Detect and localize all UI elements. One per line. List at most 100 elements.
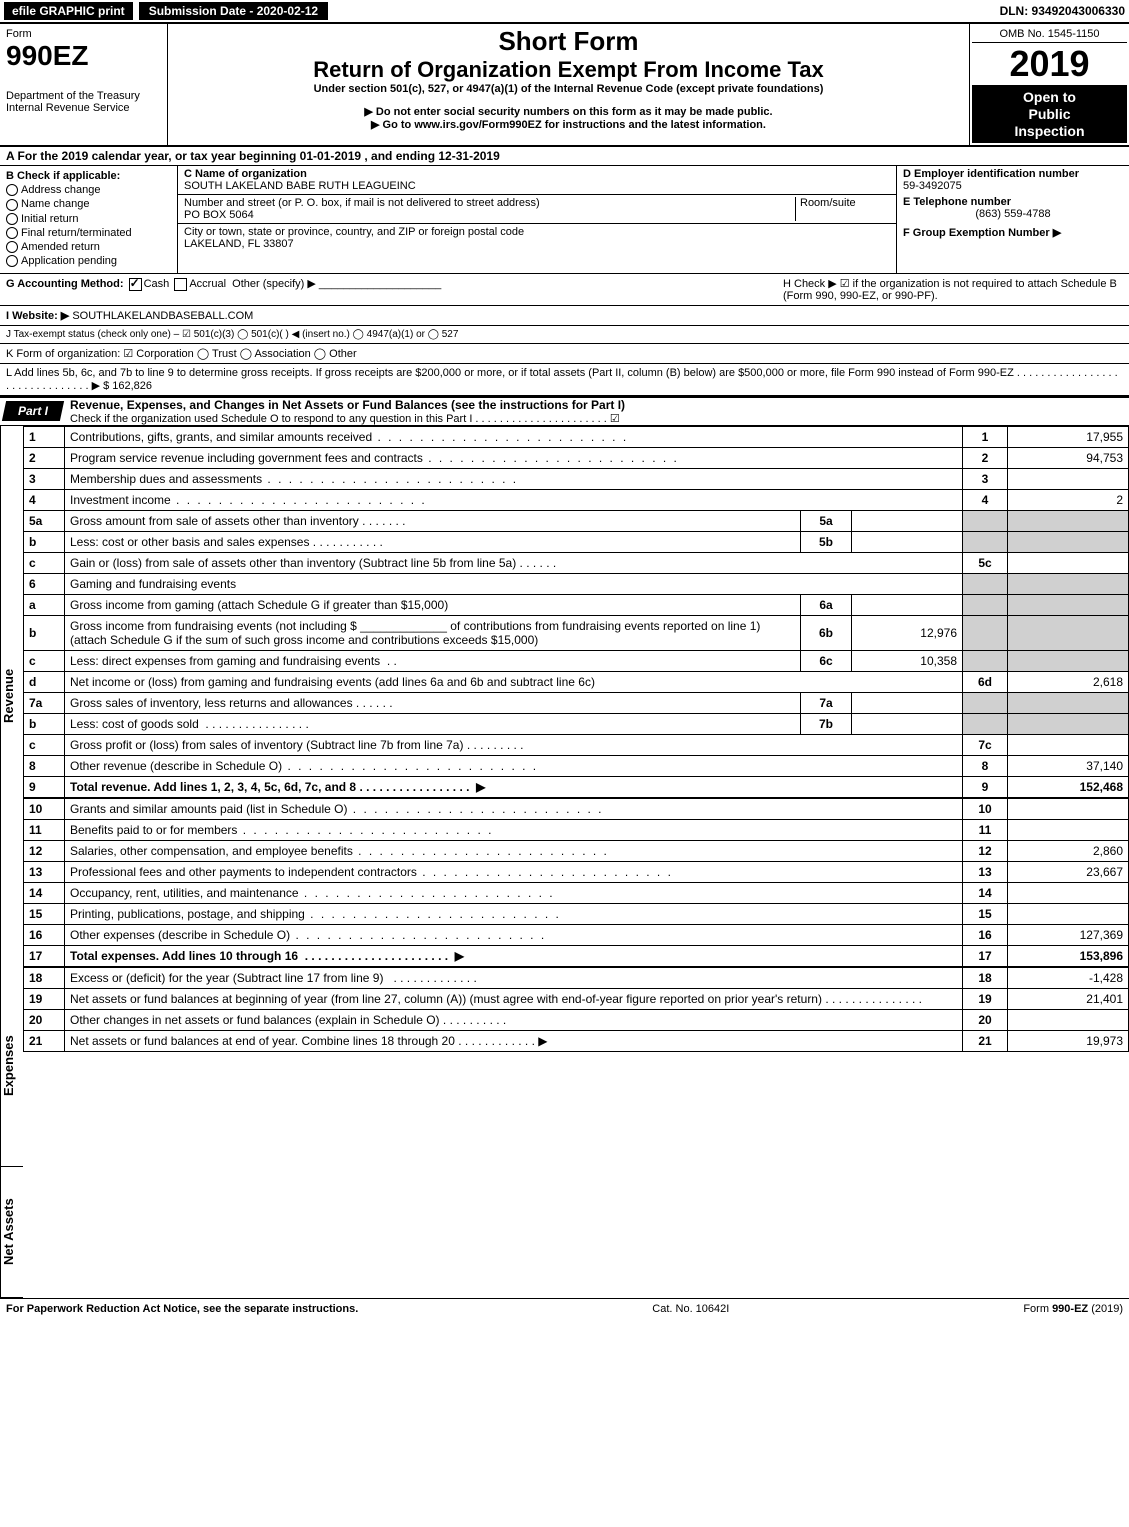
chk-amended-return[interactable]: Amended return	[6, 241, 171, 253]
ln11-amt	[1008, 819, 1129, 840]
ln6b-inner: 6b	[801, 615, 852, 650]
goto-link[interactable]: ▶ Go to www.irs.gov/Form990EZ for instru…	[174, 118, 963, 131]
dept-irs: Internal Revenue Service	[6, 102, 161, 114]
ssn-note: ▶ Do not enter social security numbers o…	[174, 105, 963, 118]
dept-treasury: Department of the Treasury	[6, 90, 161, 102]
ln7c-num: c	[24, 734, 65, 755]
ln6-num: 6	[24, 573, 65, 594]
row-l-grossreceipts: L Add lines 5b, 6c, and 7b to line 9 to …	[0, 364, 1129, 396]
ln6d-num: d	[24, 671, 65, 692]
ln6d-amt: 2,618	[1008, 671, 1129, 692]
ln12-col: 12	[963, 840, 1008, 861]
section-c-org: C Name of organization SOUTH LAKELAND BA…	[178, 166, 896, 273]
ln10-num: 10	[24, 798, 65, 820]
ln6c-num: c	[24, 650, 65, 671]
ln7c-desc: Gross profit or (loss) from sales of inv…	[65, 734, 963, 755]
ln20-col: 20	[963, 1009, 1008, 1030]
open-line3: Inspection	[974, 123, 1125, 140]
ln5c-desc: Gain or (loss) from sale of assets other…	[65, 552, 963, 573]
ln7b-inner: 7b	[801, 713, 852, 734]
ln4-desc: Investment income	[65, 489, 963, 510]
ln1-amt: 17,955	[1008, 426, 1129, 447]
ln5c-col: 5c	[963, 552, 1008, 573]
ln5b-num: b	[24, 531, 65, 552]
ln21-amt: 19,973	[1008, 1030, 1129, 1051]
ln19-amt: 21,401	[1008, 988, 1129, 1009]
ln7b-num: b	[24, 713, 65, 734]
ln5b-inneramt	[852, 531, 963, 552]
row-g-h: G Accounting Method: Cash Accrual Other …	[0, 274, 1129, 306]
chk-accrual[interactable]	[174, 278, 187, 291]
ln1-num: 1	[24, 426, 65, 447]
ln4-amt: 2	[1008, 489, 1129, 510]
ln10-amt	[1008, 798, 1129, 820]
ln7a-inneramt	[852, 692, 963, 713]
ln7a-inner: 7a	[801, 692, 852, 713]
header-left: Form 990EZ Department of the Treasury In…	[0, 24, 168, 145]
ln11-num: 11	[24, 819, 65, 840]
ln12-amt: 2,860	[1008, 840, 1129, 861]
ln10-desc: Grants and similar amounts paid (list in…	[65, 798, 963, 820]
ln15-num: 15	[24, 903, 65, 924]
part1-body: Revenue Expenses Net Assets 1Contributio…	[0, 426, 1129, 1298]
open-public-inspection: Open to Public Inspection	[972, 85, 1127, 143]
ln13-amt: 23,667	[1008, 861, 1129, 882]
ln6b-inneramt: 12,976	[852, 615, 963, 650]
ln5a-desc: Gross amount from sale of assets other t…	[65, 510, 801, 531]
shade	[1008, 594, 1129, 615]
ln5b-inner: 5b	[801, 531, 852, 552]
chk-final-return[interactable]: Final return/terminated	[6, 227, 171, 239]
side-expenses: Expenses	[0, 966, 23, 1167]
ln17-num: 17	[24, 945, 65, 967]
ln2-desc: Program service revenue including govern…	[65, 447, 963, 468]
ln13-desc: Professional fees and other payments to …	[65, 861, 963, 882]
ln18-amt: -1,428	[1008, 967, 1129, 989]
shade	[1008, 573, 1129, 594]
ln6c-desc: Less: direct expenses from gaming and fu…	[65, 650, 801, 671]
ln12-num: 12	[24, 840, 65, 861]
chk-initial-return[interactable]: Initial return	[6, 213, 171, 225]
website-value[interactable]: SOUTHLAKELANDBASEBALL.COM	[72, 310, 253, 322]
ln17-col: 17	[963, 945, 1008, 967]
ln3-desc: Membership dues and assessments	[65, 468, 963, 489]
ln18-desc: Excess or (deficit) for the year (Subtra…	[65, 967, 963, 989]
ln17-desc: Total expenses. Add lines 10 through 16 …	[65, 945, 963, 967]
shade	[963, 531, 1008, 552]
efile-print-button[interactable]: efile GRAPHIC print	[4, 2, 133, 20]
ln9-amt: 152,468	[1008, 776, 1129, 798]
shade	[1008, 510, 1129, 531]
shade	[963, 615, 1008, 650]
ln1-col: 1	[963, 426, 1008, 447]
shade	[963, 573, 1008, 594]
ln15-col: 15	[963, 903, 1008, 924]
ln13-num: 13	[24, 861, 65, 882]
catalog-number: Cat. No. 10642I	[652, 1303, 729, 1315]
c-street-value: PO BOX 5064	[184, 209, 795, 221]
ln20-num: 20	[24, 1009, 65, 1030]
dln: DLN: 93492043006330	[1000, 4, 1125, 18]
e-label: E Telephone number	[903, 196, 1123, 208]
ln14-amt	[1008, 882, 1129, 903]
c-name-label: C Name of organization	[184, 168, 890, 180]
row-j-taxexempt: J Tax-exempt status (check only one) – ☑…	[0, 326, 1129, 344]
ln19-col: 19	[963, 988, 1008, 1009]
ln17-amt: 153,896	[1008, 945, 1129, 967]
ln21-col: 21	[963, 1030, 1008, 1051]
ln6c-inneramt: 10,358	[852, 650, 963, 671]
shade	[1008, 531, 1129, 552]
chk-address-change[interactable]: Address change	[6, 184, 171, 196]
form-word: Form	[6, 28, 161, 40]
shade	[963, 510, 1008, 531]
ln7c-col: 7c	[963, 734, 1008, 755]
chk-name-change[interactable]: Name change	[6, 198, 171, 210]
ln20-desc: Other changes in net assets or fund bala…	[65, 1009, 963, 1030]
chk-cash[interactable]	[129, 278, 142, 291]
ln14-col: 14	[963, 882, 1008, 903]
chk-application-pending[interactable]: Application pending	[6, 255, 171, 267]
ln7b-inneramt	[852, 713, 963, 734]
row-k-formorg: K Form of organization: ☑ Corporation ◯ …	[0, 344, 1129, 364]
g-accounting: G Accounting Method: Cash Accrual Other …	[6, 277, 783, 302]
ln6-desc: Gaming and fundraising events	[65, 573, 963, 594]
ln10-col: 10	[963, 798, 1008, 820]
ln15-amt	[1008, 903, 1129, 924]
